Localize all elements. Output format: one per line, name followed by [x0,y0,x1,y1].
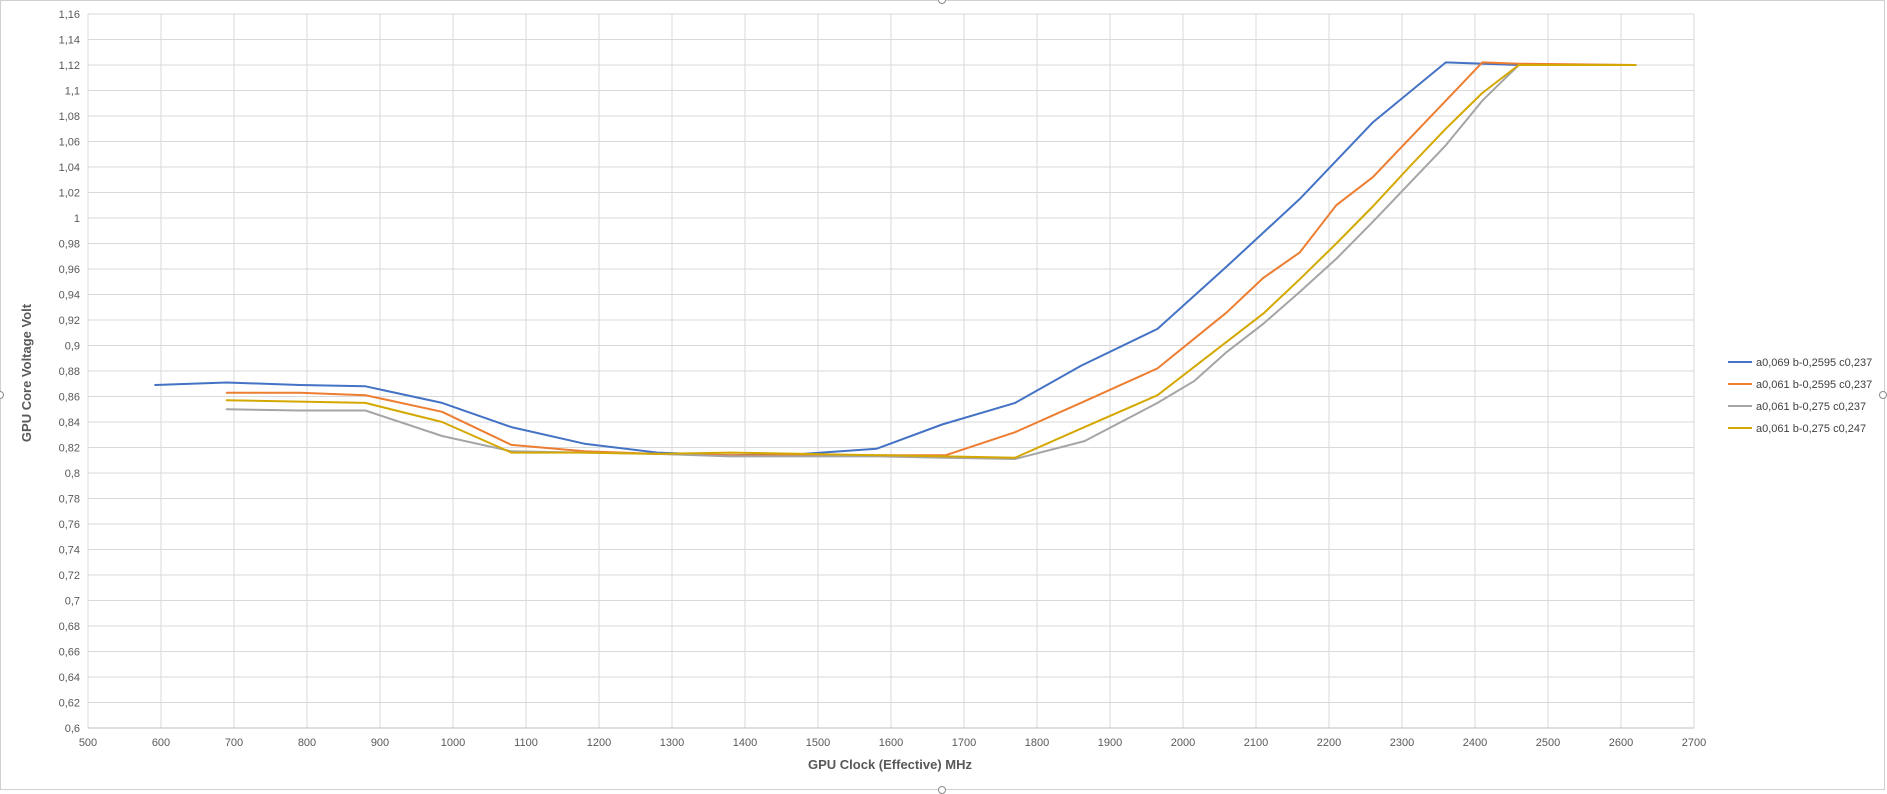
x-tick-label: 2400 [1463,737,1487,749]
y-tick-label: 1,02 [59,188,80,200]
gridlines [87,13,1695,729]
y-tick-label: 1,1 [65,86,80,98]
series-lines [154,61,1637,460]
x-axis-title: GPU Clock (Effective) MHz [808,757,972,772]
y-tick-label: 0,88 [59,366,80,378]
y-tick-label: 0,82 [59,443,80,455]
x-tick-label: 1100 [514,737,538,749]
y-tick-label: 0,62 [59,698,80,710]
y-tick-label: 1,08 [59,111,80,123]
x-tick-label: 2000 [1171,737,1195,749]
x-tick-label: 900 [371,737,389,749]
y-tick-label: 0,64 [59,672,80,684]
legend-entry-4[interactable]: a0,061 b-0,275 c0,247 [1756,423,1866,435]
x-tick-label: 2700 [1682,737,1706,749]
x-tick-label: 1200 [587,737,611,749]
y-tick-label: 0,68 [59,621,80,633]
series-line-3[interactable] [225,64,1637,460]
x-tick-label: 1700 [952,737,976,749]
x-axis-ticks: 500 600 700 800 900 1000 1100 1200 1300 1400 1500 1… [79,737,1706,749]
y-tick-label: 0,9 [65,341,80,353]
x-tick-label: 1600 [879,737,903,749]
y-tick-label: 1,14 [59,35,80,47]
legend-entry-2[interactable]: a0,061 b-0,2595 c0,237 [1756,379,1872,391]
x-tick-label: 1500 [806,737,830,749]
x-tick-label: 800 [298,737,316,749]
x-tick-label: 2600 [1609,737,1633,749]
y-axis-title: GPU Core Voltage Volt [19,303,34,442]
x-tick-label: 1300 [660,737,684,749]
x-tick-label: 2300 [1390,737,1414,749]
x-tick-label: 2500 [1536,737,1560,749]
y-tick-label: 0,6 [65,723,80,735]
y-tick-label: 0,7 [65,596,80,608]
y-tick-label: 0,96 [59,264,80,276]
y-tick-label: 1,16 [59,9,80,21]
x-tick-label: 1800 [1025,737,1049,749]
y-tick-label: 0,76 [59,519,80,531]
y-tick-label: 0,78 [59,494,80,506]
y-tick-label: 0,94 [59,290,80,302]
x-tick-label: 2200 [1317,737,1341,749]
y-tick-label: 0,84 [59,417,80,429]
x-tick-label: 1900 [1098,737,1122,749]
y-tick-label: 1,12 [59,60,80,72]
x-tick-label: 600 [152,737,170,749]
y-tick-label: 1 [74,213,80,225]
series-line-4[interactable] [225,64,1637,459]
y-axis-ticks: 0,6 0,62 0,64 0,66 0,68 0,7 0,72 0,74 0,76 0,78 0,… [59,9,80,735]
x-tick-label: 1000 [441,737,465,749]
legend-entry-1[interactable]: a0,069 b-0,2595 c0,237 [1756,357,1872,369]
y-tick-label: 0,66 [59,647,80,659]
y-tick-label: 0,74 [59,545,80,557]
y-tick-label: 0,86 [59,392,80,404]
y-tick-label: 0,72 [59,570,80,582]
series-line-1[interactable] [154,61,1637,457]
y-tick-label: 1,06 [59,137,80,149]
legend-entry-3[interactable]: a0,061 b-0,275 c0,237 [1756,401,1866,413]
y-tick-label: 1,04 [59,162,80,174]
x-tick-label: 700 [225,737,243,749]
legend[interactable]: a0,069 b-0,2595 c0,237 a0,061 b-0,2595 c0… [1728,357,1872,435]
x-tick-label: 2100 [1244,737,1268,749]
x-tick-label: 1400 [733,737,757,749]
x-tick-label: 500 [79,737,97,749]
y-tick-label: 0,92 [59,315,80,327]
y-tick-label: 0,8 [65,468,80,480]
y-tick-label: 0,98 [59,239,80,251]
series-line-2[interactable] [225,61,1637,457]
